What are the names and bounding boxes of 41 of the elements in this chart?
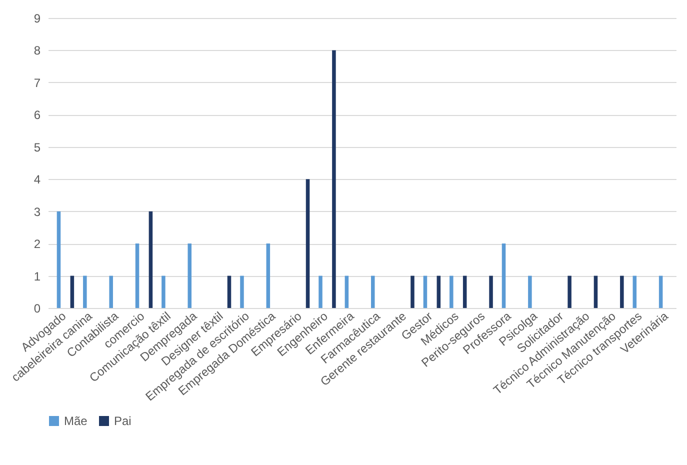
bar [632, 276, 637, 308]
y-tick-label: 5 [34, 140, 41, 154]
bar [370, 276, 375, 308]
bar [620, 276, 624, 308]
bar [658, 276, 663, 308]
bar [450, 276, 454, 308]
bar [594, 276, 598, 308]
y-tick-label: 0 [34, 302, 41, 316]
y-tick-label: 7 [34, 76, 41, 90]
bar [306, 179, 310, 308]
bar [83, 276, 87, 308]
bar [318, 276, 322, 308]
bar [332, 50, 336, 308]
y-tick-label: 4 [34, 172, 41, 187]
bar [227, 276, 232, 308]
legend-label: Mãe [64, 414, 88, 428]
y-tick-label: 2 [34, 237, 41, 252]
bar [528, 276, 532, 308]
y-tick-label: 9 [34, 12, 41, 26]
bar [423, 276, 428, 308]
y-tick-label: 6 [34, 108, 41, 122]
bar [502, 244, 506, 308]
y-tick-label: 1 [34, 269, 41, 284]
bar [70, 276, 74, 308]
bar [162, 276, 166, 308]
y-tick-label: 8 [34, 44, 41, 58]
legend-label: Pai [114, 414, 132, 428]
bar [462, 276, 467, 308]
bar [436, 276, 441, 308]
bar [489, 276, 493, 308]
bar [344, 276, 349, 308]
bar [135, 244, 140, 308]
bar [148, 211, 153, 308]
y-tick-label: 3 [34, 204, 41, 219]
bar [410, 276, 414, 308]
bar [109, 276, 113, 308]
bar [240, 276, 244, 308]
bar [56, 211, 61, 308]
bar [188, 244, 192, 308]
bar [568, 276, 572, 308]
bar [266, 244, 270, 308]
